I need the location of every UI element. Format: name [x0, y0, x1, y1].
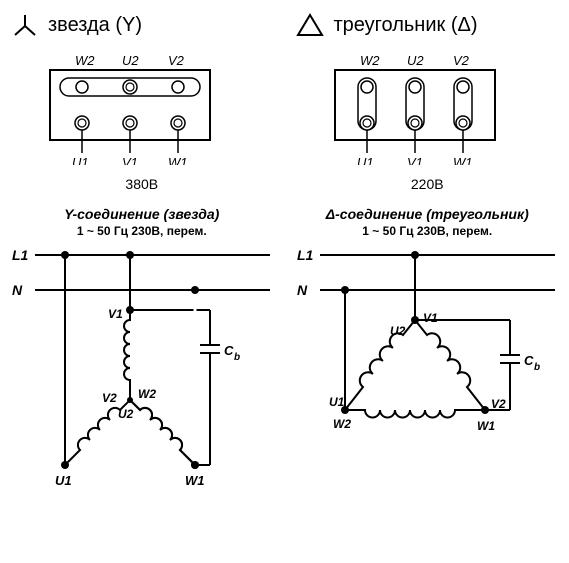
- delta-bot-v1: V1: [407, 155, 423, 165]
- star-w1-node: W1: [185, 473, 205, 488]
- star-bot-u1: U1: [72, 155, 89, 165]
- delta-header: треугольник (Δ): [295, 10, 559, 40]
- star-title: звезда (Y): [48, 14, 142, 37]
- delta-terminal-diagram: W2 U2 V2 U1 V1 W1 L1 L2 L3: [295, 45, 555, 165]
- delta-circuit-diagram: L1 N V1 U2 U1 W2 W1 V2: [295, 240, 565, 500]
- delta-N-label: N: [297, 282, 308, 298]
- star-top-w2: W2: [75, 53, 95, 68]
- star-u1-node: U1: [55, 473, 72, 488]
- delta-v1-node: V1: [423, 311, 438, 325]
- star-top-v2: V2: [168, 53, 185, 68]
- top-row: звезда (Y) W2 U2 V2: [10, 10, 559, 192]
- star-top-u2: U2: [122, 53, 139, 68]
- star-bot-v1: V1: [122, 155, 138, 165]
- star-bot-w1: W1: [168, 155, 188, 165]
- delta-L1-label: L1: [297, 247, 314, 263]
- delta-voltage: 220В: [295, 176, 559, 192]
- star-w2-node: W2: [138, 387, 156, 401]
- delta-symbol-icon: [295, 10, 325, 40]
- delta-u1-node: U1: [329, 395, 345, 409]
- delta-circuit-col: Δ-соединение (треугольник) 1 ~ 50 Гц 230…: [295, 192, 559, 505]
- delta-cap: C: [524, 353, 534, 368]
- star-column: звезда (Y) W2 U2 V2: [10, 10, 274, 192]
- delta-top-v2: V2: [453, 53, 470, 68]
- star-v2-node: V2: [102, 391, 117, 405]
- delta-v2-node: V2: [491, 397, 506, 411]
- star-symbol-icon: [10, 10, 40, 40]
- star-terminal-diagram: W2 U2 V2 U1 V1 W1 L1 L2: [10, 45, 270, 165]
- star-header: звезда (Y): [10, 10, 274, 40]
- star-L1-label: L1: [12, 247, 29, 263]
- delta-column: треугольник (Δ) W2 U2 V2 U1: [295, 10, 559, 192]
- delta-bot-w1: W1: [453, 155, 473, 165]
- delta-supply: 1 ~ 50 Гц 230В, перем.: [295, 224, 559, 238]
- delta-top-u2: U2: [407, 53, 424, 68]
- star-conn-title: Y-соединение (звезда): [10, 206, 274, 222]
- delta-w2-node: W2: [333, 417, 351, 431]
- bottom-row: Y-соединение (звезда) 1 ~ 50 Гц 230В, пе…: [10, 192, 559, 505]
- delta-w1-node: W1: [477, 419, 495, 433]
- delta-conn-title: Δ-соединение (треугольник): [295, 206, 559, 222]
- star-voltage: 380В: [10, 176, 274, 192]
- star-v1-node: V1: [108, 307, 123, 321]
- delta-title: треугольник (Δ): [333, 14, 477, 37]
- star-N-label: N: [12, 282, 23, 298]
- star-supply: 1 ~ 50 Гц 230В, перем.: [10, 224, 274, 238]
- star-circuit-diagram: L1 N V1 W2 V2 U2 U1 W1: [10, 240, 280, 500]
- star-cap-sub: b: [234, 352, 240, 363]
- delta-top-w2: W2: [360, 53, 380, 68]
- delta-cap-sub: b: [534, 362, 540, 373]
- star-cap: C: [224, 343, 234, 358]
- star-circuit-col: Y-соединение (звезда) 1 ~ 50 Гц 230В, пе…: [10, 192, 274, 505]
- delta-bot-u1: U1: [357, 155, 374, 165]
